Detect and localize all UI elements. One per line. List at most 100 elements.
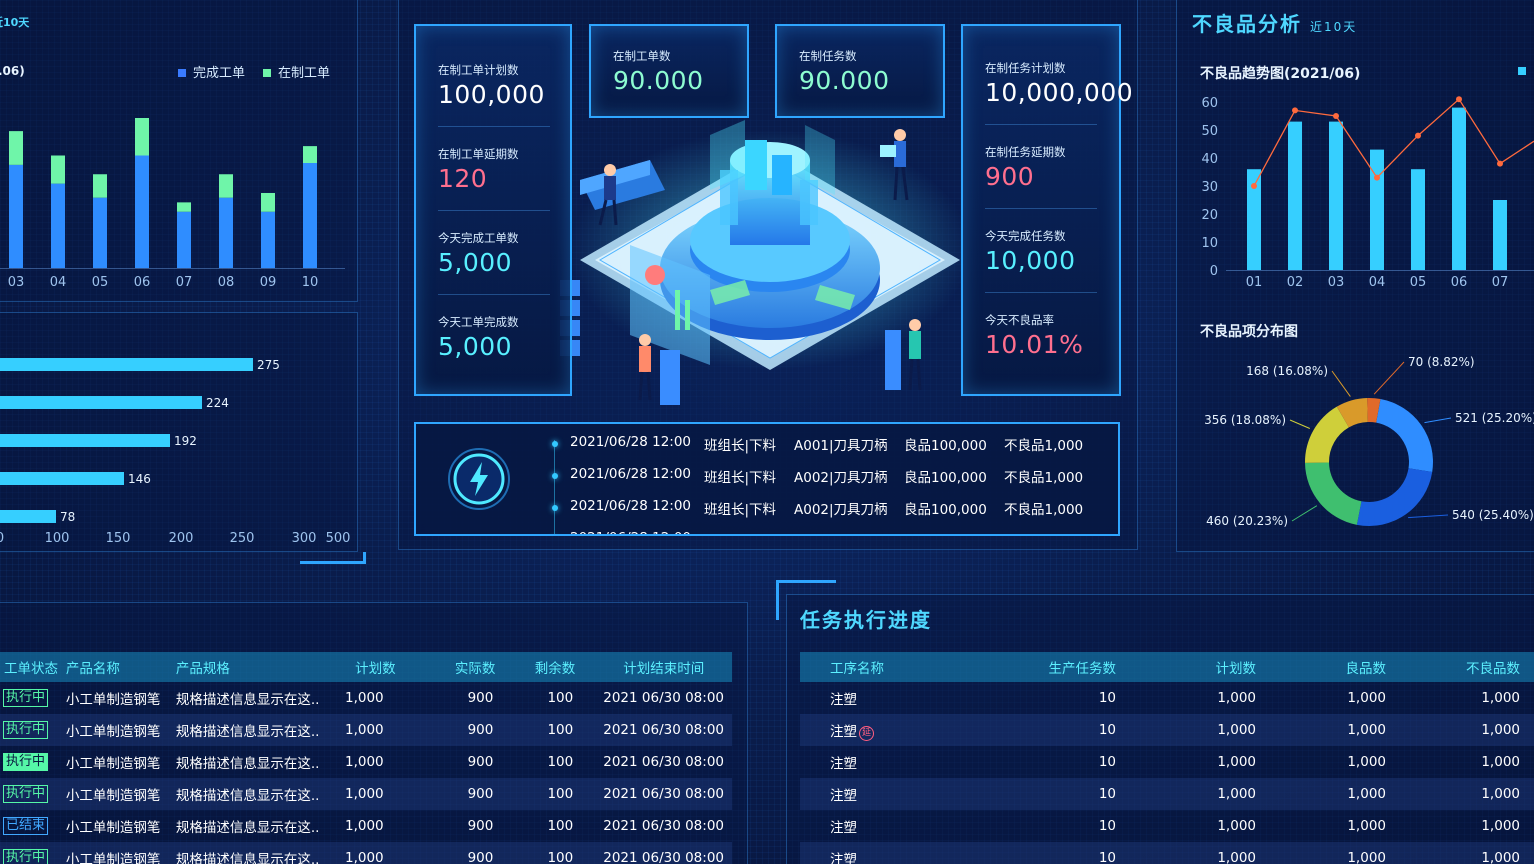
- x-tick-label: 300: [292, 531, 317, 546]
- hbar: [0, 396, 202, 409]
- kpi-value: 5,000: [438, 332, 513, 361]
- trend-point: [1456, 96, 1462, 103]
- y-tick-label: 40: [1201, 152, 1218, 167]
- table-row[interactable]: 注塑延 10 1,000 1,000 1,000: [800, 714, 1534, 746]
- ticker-cell: A002|刀具刀柄: [794, 530, 904, 534]
- kpi-label: 在制任务数: [799, 49, 857, 63]
- table-cell: 2021 06/30 08:00: [603, 754, 724, 770]
- table-cell: 1,000: [1400, 778, 1534, 810]
- status-badge: 已结束: [3, 817, 49, 835]
- ticker-cell: 2021/06/28 12:00: [570, 466, 692, 482]
- ticker-cell: 良品100,000: [904, 470, 987, 486]
- table-row[interactable]: 执行中 小工单制造钢笔 规格描述信息显示在这.. 1,000 900 100 2021 06…: [0, 682, 732, 714]
- column-header[interactable]: 剩余数: [523, 652, 604, 682]
- ticker-cell: A001|刀具刀柄: [794, 438, 888, 454]
- donut-leader-line: [1331, 370, 1351, 397]
- table-cell: 2021 06/30 08:00: [603, 714, 732, 746]
- ticker-cell: 班组长|下料: [704, 530, 794, 534]
- table-cell: 规格描述信息显示在这..: [175, 756, 320, 772]
- kpi-value: 10,000: [985, 246, 1076, 275]
- left-mid-corner-accent: [300, 552, 366, 564]
- table-cell: 1,000: [1347, 818, 1386, 834]
- table-cell: 900: [423, 778, 524, 810]
- table-cell: 1,000: [1270, 842, 1400, 864]
- column-header[interactable]: 工单状态: [0, 652, 62, 682]
- hbar: [0, 434, 170, 447]
- kpi-today-done-orders: 今天完成工单数 5,000: [438, 230, 519, 277]
- table-cell: 100: [523, 842, 604, 864]
- column-header[interactable]: 良品数: [1270, 652, 1400, 682]
- column-header[interactable]: 工序名称: [800, 652, 1010, 682]
- table-cell: 1,000: [1130, 842, 1270, 864]
- table-cell: 1,000: [345, 754, 384, 770]
- y-tick-label: 10: [1201, 236, 1218, 251]
- stacked-chart-legend: 完成工单 在制工单: [178, 62, 330, 81]
- table-row[interactable]: 执行中 小工单制造钢笔 规格描述信息显示在这.. 1,000 900 100 2021 06…: [0, 842, 732, 864]
- trend-bar: [1329, 121, 1343, 270]
- left-mid-panel: [0, 312, 358, 552]
- table-cell: 2021 06/30 08:00: [603, 818, 724, 834]
- table-row[interactable]: 已结束 小工单制造钢笔 规格描述信息显示在这.. 1,000 900 100 2021 06…: [0, 810, 732, 842]
- table-row[interactable]: 执行中 小工单制造钢笔 规格描述信息显示在这.. 1,000 900 100 2021 06…: [0, 714, 732, 746]
- trend-bar: [1288, 121, 1302, 270]
- table-cell: 1,000: [345, 690, 384, 706]
- bar-done: [303, 163, 317, 268]
- ticker-cell: 良品100,000: [904, 530, 1004, 534]
- column-header[interactable]: 实际数: [423, 652, 524, 682]
- column-header[interactable]: 产品名称: [61, 652, 172, 682]
- kpi-value: 5,000: [438, 248, 513, 277]
- kpi-wip-orders: 在制工单数 90.000: [613, 48, 703, 95]
- table-cell: 小工单制造钢笔: [61, 778, 172, 810]
- kpi-divider: [985, 292, 1097, 293]
- bar-wip: [177, 202, 191, 212]
- table-row[interactable]: 执行中 小工单制造钢笔 规格描述信息显示在这.. 1,000 900 100 2021 06…: [0, 778, 732, 810]
- cell-process-name: 注塑: [800, 842, 1010, 864]
- kpi-label: 在制工单延期数: [438, 147, 519, 161]
- hbar-value-label: 78: [60, 510, 75, 524]
- table-cell: 小工单制造钢笔: [61, 714, 172, 746]
- table-row[interactable]: 执行中 小工单制造钢笔 规格描述信息显示在这.. 1,000 900 100 2021 06…: [0, 746, 732, 778]
- defect-distribution-title: 不良品项分布图: [1200, 324, 1298, 340]
- donut-leader-line: [1289, 419, 1311, 429]
- table-row[interactable]: 注塑 10 1,000 1,000 1,000: [800, 778, 1534, 810]
- cell-status: 执行中: [0, 778, 62, 810]
- table-row[interactable]: 注塑 10 1,000 1,000 1,000: [800, 810, 1534, 842]
- table-cell: 900: [467, 818, 494, 834]
- table-cell: 10: [1098, 754, 1116, 770]
- table-cell: 900: [467, 690, 494, 706]
- legend-item-done: 完成工单: [178, 62, 245, 81]
- column-header[interactable]: 计划结束时间: [603, 652, 732, 682]
- table-row[interactable]: 注塑 10 1,000 1,000 1,000: [800, 842, 1534, 864]
- y-tick-label: 0: [1210, 264, 1218, 279]
- table-row[interactable]: 注塑 10 1,000 1,000 1,000: [800, 746, 1534, 778]
- table-header-row: 工序名称 生产任务数 计划数 良品数 不良品数: [800, 652, 1534, 682]
- ticker-timeline: [554, 440, 555, 534]
- kpi-today-defect-rate: 今天不良品率 10.01%: [985, 312, 1083, 359]
- table-row[interactable]: 注塑 10 1,000 1,000 1,000: [800, 682, 1534, 714]
- hbar-value-label: 146: [128, 472, 151, 486]
- table-cell: 小工单制造钢笔: [65, 820, 161, 836]
- column-header[interactable]: 计划数: [343, 652, 424, 682]
- legend-item-wip: 在制工单: [263, 62, 330, 81]
- process-name: 注塑: [830, 852, 857, 864]
- kpi-value: 10.01%: [985, 330, 1084, 359]
- kpi-wip-task-delay: 在制任务延期数 900: [985, 144, 1066, 191]
- period-badge-left: 近10天: [0, 16, 30, 29]
- trend-point: [1333, 113, 1339, 119]
- defect-analysis-title-text: 不良品分析: [1192, 12, 1302, 36]
- table-cell: 小工单制造钢笔: [65, 692, 161, 708]
- defect-analysis-title: 不良品分析 近10天: [1192, 8, 1357, 37]
- column-header[interactable]: 计划数: [1130, 652, 1270, 682]
- column-header[interactable]: 产品规格: [171, 652, 344, 682]
- column-header[interactable]: 不良品数: [1400, 652, 1534, 682]
- activity-ticker[interactable]: 2021/06/28 12:00 班组长|下料 A001|刀具刀柄 良品100,000…: [414, 422, 1120, 536]
- status-badge: 执行中: [3, 785, 49, 803]
- y-tick-label: 60: [1201, 96, 1218, 111]
- column-header[interactable]: 生产任务数: [1010, 652, 1130, 682]
- ticker-row[interactable]: 2021/06/28 12:00班组长|下料A002|刀具刀柄良品100,000…: [570, 530, 1094, 534]
- ticker-cell: 2021/06/28 12:00: [570, 434, 692, 450]
- ticker-row[interactable]: 2021/06/28 12:00 班组长|下料 A001|刀具刀柄 良品100,000…: [570, 434, 1094, 454]
- trend-point: [1251, 183, 1257, 189]
